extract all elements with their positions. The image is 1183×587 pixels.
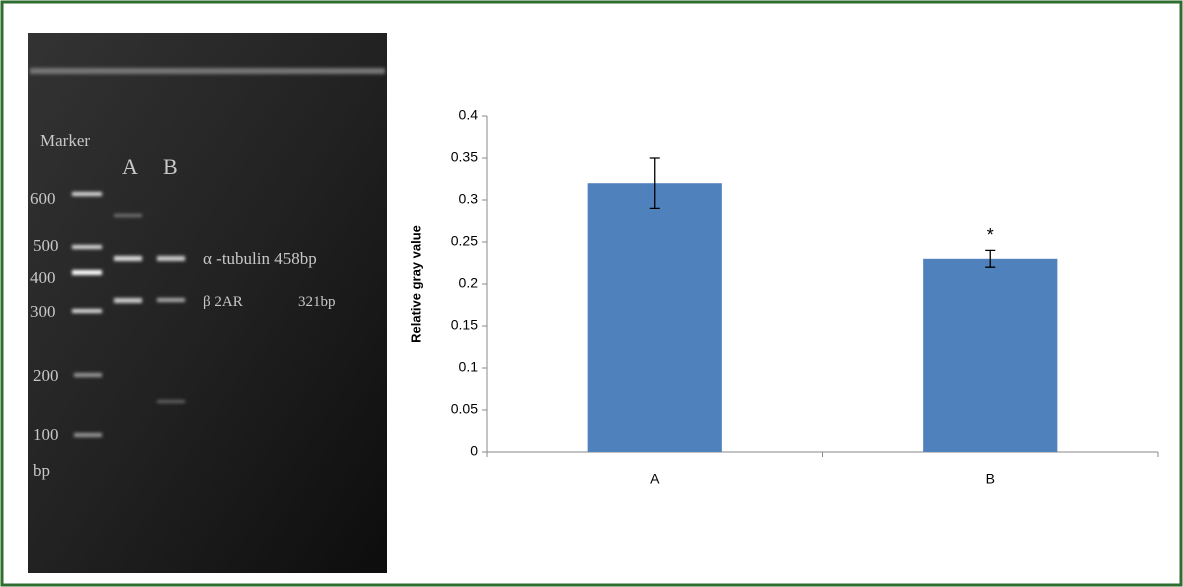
size-label: 300 [30,302,56,321]
gel-image: Marker A B 600 500 400 300 200 100 bp α … [28,33,387,573]
bar [923,259,1057,452]
size-label: 100 [33,425,59,444]
y-tick-label: 0.2 [459,275,479,291]
band-label: β 2AR [203,294,243,310]
y-tick-label: 0.1 [459,359,479,375]
y-axis-label: Relative gray value [408,225,423,343]
unit-label: bp [33,461,50,480]
x-tick-label: A [650,471,660,487]
size-label: 600 [30,189,56,208]
y-tick-label: 0 [470,443,478,459]
x-tick-label: B [986,471,995,487]
band-label: α -tubulin 458bp [203,249,317,268]
y-tick-label: 0.25 [451,233,478,249]
marker-label: Marker [40,131,90,150]
y-tick-label: 0.4 [459,107,479,123]
size-label: 500 [33,236,59,255]
lane-label: B [163,154,178,179]
annotation: * [987,225,994,245]
bar [588,183,722,452]
y-tick-label: 0.15 [451,317,478,333]
band-label: 321bp [298,294,336,310]
lane-label: A [122,154,138,179]
y-tick-label: 0.05 [451,401,478,417]
size-label: 200 [33,366,59,385]
y-tick-label: 0.3 [459,191,479,207]
figure: Marker A B 600 500 400 300 200 100 bp α … [0,0,1183,587]
y-tick-label: 0.35 [451,149,478,165]
size-label: 400 [30,268,56,287]
